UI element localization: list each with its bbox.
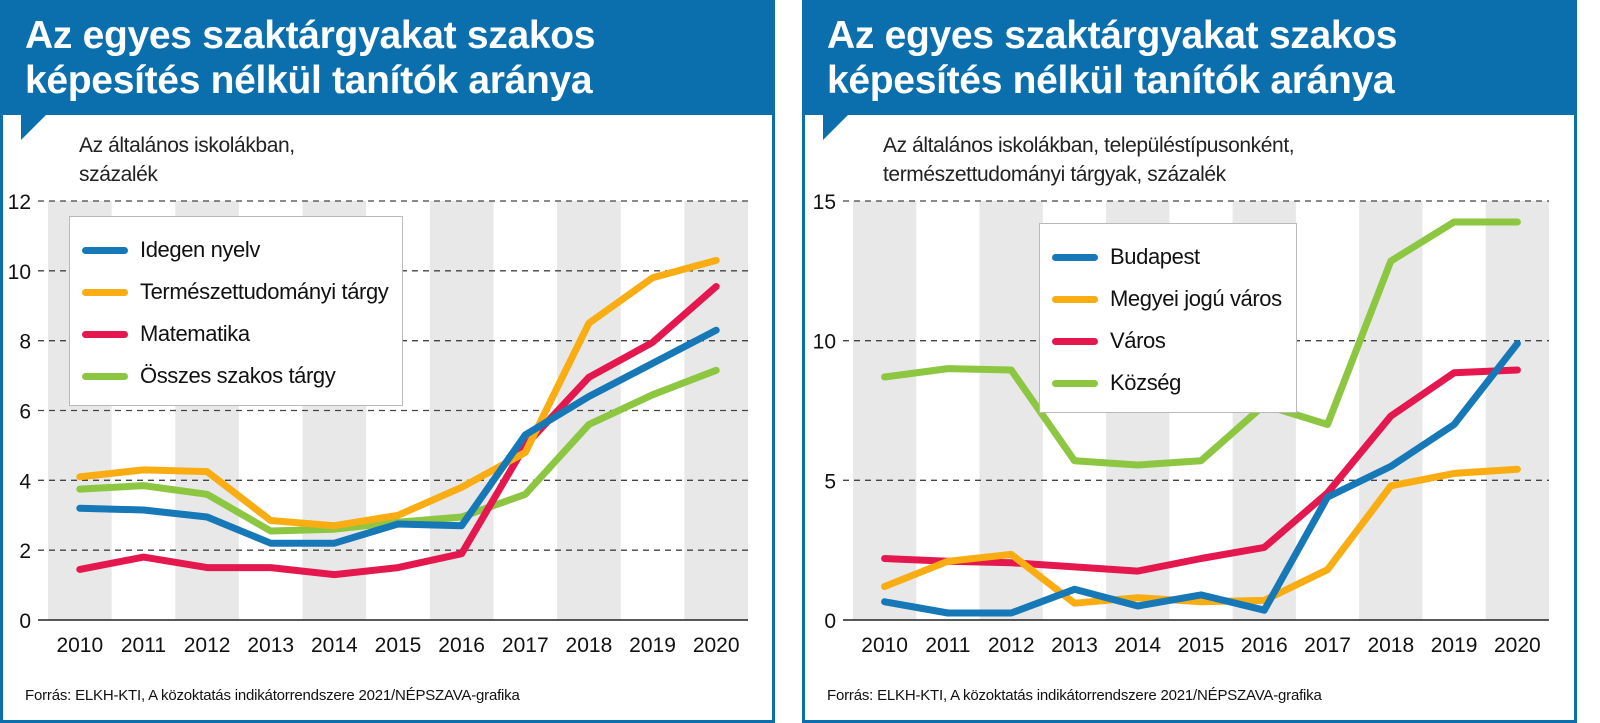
title-band xyxy=(3,3,772,115)
y-tick-label: 8 xyxy=(19,331,31,354)
y-tick-label: 4 xyxy=(19,470,31,493)
legend-swatch xyxy=(82,288,128,296)
chart-title: Az egyes szaktárgyakat szakos képesítés … xyxy=(25,13,595,103)
x-tick-label: 2015 xyxy=(1178,634,1225,657)
x-tick-label: 2014 xyxy=(1114,634,1161,657)
legend-swatch xyxy=(1052,295,1098,303)
subtitle-line-2: százalék xyxy=(79,163,158,186)
legend-item-varos: Város xyxy=(1052,320,1282,362)
x-tick-label: 2020 xyxy=(1494,634,1541,657)
series-line-város xyxy=(881,366,1521,575)
legend-item-kozseg: Község xyxy=(1052,362,1282,404)
x-tick-label: 2013 xyxy=(247,634,294,657)
title-tab-decoration xyxy=(823,112,851,140)
y-tick-label: 10 xyxy=(813,331,836,354)
title-line-1: Az egyes szaktárgyakat szakos xyxy=(25,14,596,57)
x-tick-label: 2018 xyxy=(1367,634,1414,657)
legend-item-osszes-szakos-targy: Összes szakos tárgy xyxy=(82,355,388,397)
year-band xyxy=(1485,201,1549,620)
y-tick-label: 12 xyxy=(8,191,31,214)
x-tick-label: 2012 xyxy=(988,634,1035,657)
chart-subtitle: Az általános iskolákban, százalék xyxy=(79,131,295,189)
x-tick-label: 2015 xyxy=(375,634,422,657)
year-band xyxy=(979,201,1043,620)
y-tick-label: 0 xyxy=(19,610,31,633)
title-band xyxy=(805,3,1574,115)
chart-legend: Budapest Megyei jogú város Város Község xyxy=(1039,223,1297,413)
year-band xyxy=(684,201,748,620)
chart-title: Az egyes szaktárgyakat szakos képesítés … xyxy=(827,13,1397,103)
source-note: Forrás: ELKH-KTI, A közoktatás indikátor… xyxy=(827,687,1322,704)
title-line-2: képesítés nélkül tanítók aránya xyxy=(25,59,593,102)
x-tick-label: 2016 xyxy=(1241,634,1288,657)
legend-item-matematika: Matematika xyxy=(82,313,388,355)
x-tick-label: 2017 xyxy=(502,634,549,657)
x-tick-label: 2010 xyxy=(861,634,908,657)
subtitle-line-1: Az általános iskolákban, xyxy=(79,134,295,157)
title-line-2: képesítés nélkül tanítók aránya xyxy=(827,59,1395,102)
x-tick-label: 2019 xyxy=(1431,634,1478,657)
y-tick-label: 10 xyxy=(8,261,31,284)
series-line-matematika xyxy=(76,283,720,579)
title-tab-decoration xyxy=(21,112,49,140)
legend-label: Összes szakos tárgy xyxy=(140,363,336,388)
legend-label: Község xyxy=(1110,370,1181,395)
x-tick-label: 2019 xyxy=(629,634,676,657)
legend-label: Megyei jogú város xyxy=(1110,286,1282,311)
y-tick-label: 15 xyxy=(813,191,836,214)
legend-swatch xyxy=(1052,253,1098,261)
subtitle-line-1: Az általános iskolákban, településtípuso… xyxy=(883,134,1295,157)
legend-item-idegen-nyelv: Idegen nyelv xyxy=(82,229,388,271)
year-band xyxy=(853,201,917,620)
chart-legend: Idegen nyelv Természettudományi tárgy Ma… xyxy=(69,216,404,406)
series-line-község xyxy=(881,218,1521,469)
legend-label: Természettudományi tárgy xyxy=(140,279,389,304)
y-tick-label: 5 xyxy=(824,470,836,493)
y-tick-label: 2 xyxy=(19,540,31,563)
chart-panel-right: Az egyes szaktárgyakat szakos képesítés … xyxy=(802,0,1577,723)
series-line-idegen-nyelv xyxy=(76,326,720,547)
legend-item-budapest: Budapest xyxy=(1052,236,1282,278)
x-tick-label: 2018 xyxy=(566,634,613,657)
x-tick-label: 2013 xyxy=(1051,634,1098,657)
legend-item-termeszettudomanyi-targy: Természettudományi tárgy xyxy=(82,271,389,313)
subtitle-line-2: természettudományi tárgyak, százalék xyxy=(883,163,1226,186)
legend-label: Idegen nyelv xyxy=(140,237,260,262)
series-line-megyei-jogú-város xyxy=(881,465,1521,607)
x-tick-label: 2011 xyxy=(121,634,166,657)
x-tick-label: 2016 xyxy=(438,634,485,657)
y-tick-label: 6 xyxy=(19,401,31,424)
x-tick-label: 2017 xyxy=(1304,634,1351,657)
source-note: Forrás: ELKH-KTI, A közoktatás indikátor… xyxy=(25,687,520,704)
legend-swatch xyxy=(1052,379,1098,387)
chart-subtitle: Az általános iskolákban, településtípuso… xyxy=(883,131,1295,189)
legend-label: Matematika xyxy=(140,321,250,346)
series-line-természettudományi-tárgy xyxy=(76,256,720,530)
legend-swatch xyxy=(82,246,128,254)
legend-swatch xyxy=(1052,337,1098,345)
y-tick-label: 0 xyxy=(824,610,836,633)
x-tick-label: 2014 xyxy=(311,634,358,657)
x-tick-label: 2010 xyxy=(56,634,103,657)
chart-panel-left: Az egyes szaktárgyakat szakos képesítés … xyxy=(0,0,775,723)
legend-swatch xyxy=(82,330,128,338)
legend-label: Budapest xyxy=(1110,244,1200,269)
x-tick-label: 2012 xyxy=(184,634,231,657)
x-tick-label: 2011 xyxy=(925,634,970,657)
series-line-budapest xyxy=(881,340,1521,617)
title-line-1: Az egyes szaktárgyakat szakos xyxy=(827,14,1398,57)
x-tick-label: 2020 xyxy=(693,634,740,657)
legend-item-megyei-jogu-varos: Megyei jogú város xyxy=(1052,278,1282,320)
legend-swatch xyxy=(82,372,128,380)
legend-label: Város xyxy=(1110,328,1166,353)
year-band xyxy=(1359,201,1423,620)
